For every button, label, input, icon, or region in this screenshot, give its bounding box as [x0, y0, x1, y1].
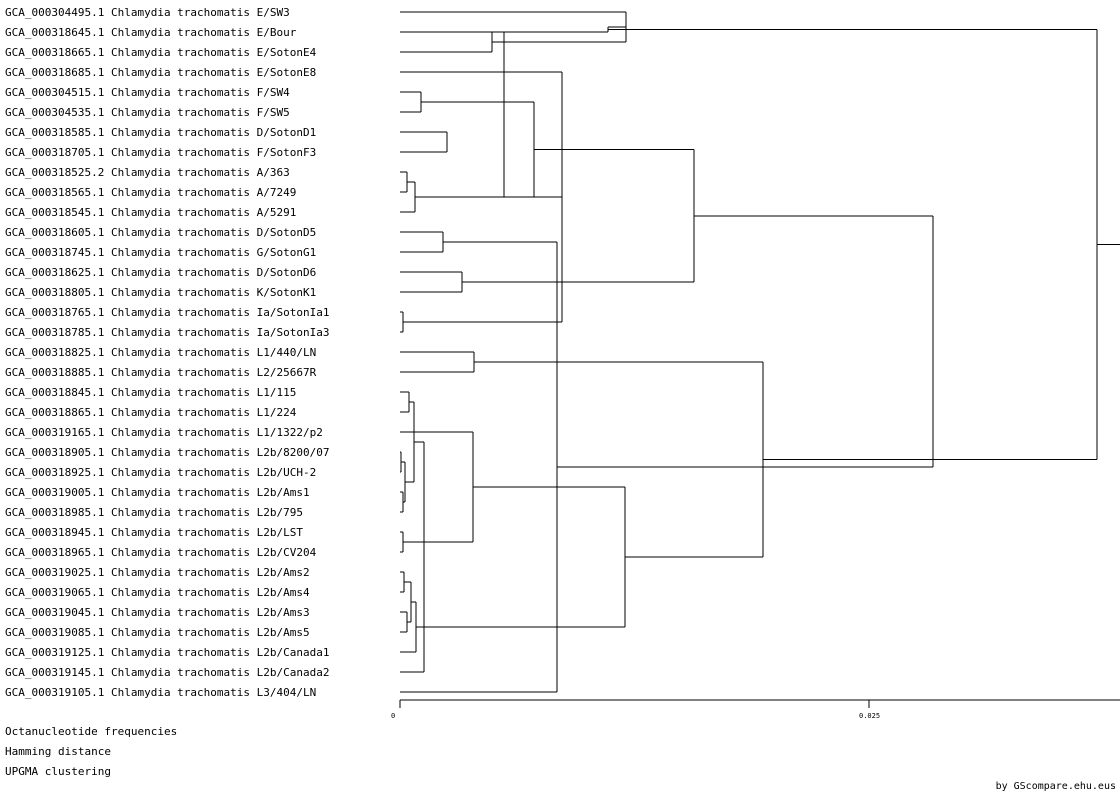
leaf-label: GCA_000318885.1 Chlamydia trachomatis L2…	[5, 366, 317, 379]
leaf-label: GCA_000318685.1 Chlamydia trachomatis E/…	[5, 66, 316, 79]
leaf-label: GCA_000318985.1 Chlamydia trachomatis L2…	[5, 506, 303, 519]
leaf-label: GCA_000304515.1 Chlamydia trachomatis F/…	[5, 86, 290, 99]
leaf-label: GCA_000318865.1 Chlamydia trachomatis L1…	[5, 406, 297, 419]
leaf-label: GCA_000318745.1 Chlamydia trachomatis G/…	[5, 246, 316, 259]
credit-text: by GScompare.ehu.eus	[995, 781, 1116, 792]
leaf-label: GCA_000318605.1 Chlamydia trachomatis D/…	[5, 226, 316, 239]
leaf-label: GCA_000318565.1 Chlamydia trachomatis A/…	[5, 186, 296, 199]
leaf-label: GCA_000318585.1 Chlamydia trachomatis D/…	[5, 126, 316, 139]
leaf-label: GCA_000318625.1 Chlamydia trachomatis D/…	[5, 266, 316, 279]
leaf-label: GCA_000304535.1 Chlamydia trachomatis F/…	[5, 106, 290, 119]
leaf-label: GCA_000319165.1 Chlamydia trachomatis L1…	[5, 426, 323, 439]
leaf-label: GCA_000319065.1 Chlamydia trachomatis L2…	[5, 586, 310, 599]
leaf-label: GCA_000318785.1 Chlamydia trachomatis Ia…	[5, 326, 330, 339]
leaf-label: GCA_000318545.1 Chlamydia trachomatis A/…	[5, 206, 296, 219]
distance-metric: Hamming distance	[5, 745, 111, 758]
axis-tick-label-0: 0	[391, 712, 395, 720]
leaf-label: GCA_000318965.1 Chlamydia trachomatis L2…	[5, 546, 317, 559]
leaf-label: GCA_000319125.1 Chlamydia trachomatis L2…	[5, 646, 330, 659]
leaf-label: GCA_000319045.1 Chlamydia trachomatis L2…	[5, 606, 310, 619]
leaf-label: GCA_000318665.1 Chlamydia trachomatis E/…	[5, 46, 317, 59]
leaf-label: GCA_000318825.1 Chlamydia trachomatis L1…	[5, 346, 316, 359]
leaf-label: GCA_000318645.1 Chlamydia trachomatis E/…	[5, 26, 297, 39]
leaf-label: GCA_000318845.1 Chlamydia trachomatis L1…	[5, 386, 296, 399]
leaf-label: GCA_000318945.1 Chlamydia trachomatis L2…	[5, 526, 303, 539]
axis-tick-label-1: 0.025	[859, 712, 880, 720]
leaf-label: GCA_000318705.1 Chlamydia trachomatis F/…	[5, 146, 316, 159]
leaf-label: GCA_000318925.1 Chlamydia trachomatis L2…	[5, 466, 316, 479]
leaf-label: GCA_000319025.1 Chlamydia trachomatis L2…	[5, 566, 310, 579]
leaf-label: GCA_000319105.1 Chlamydia trachomatis L3…	[5, 686, 316, 699]
leaf-label: GCA_000318525.2 Chlamydia trachomatis A/…	[5, 166, 290, 179]
leaf-label: GCA_000319145.1 Chlamydia trachomatis L2…	[5, 666, 330, 679]
leaf-label: GCA_000318805.1 Chlamydia trachomatis K/…	[5, 286, 316, 299]
method-descriptor: Octanucleotide frequencies	[5, 725, 178, 738]
leaf-label: GCA_000318765.1 Chlamydia trachomatis Ia…	[5, 306, 330, 319]
leaf-labels: GCA_000304495.1 Chlamydia trachomatis E/…	[5, 6, 330, 699]
leaf-label: GCA_000318905.1 Chlamydia trachomatis L2…	[5, 446, 330, 459]
distance-axis: 0 0.025	[391, 699, 1120, 720]
clustering-method: UPGMA clustering	[5, 765, 111, 778]
leaf-label: GCA_000304495.1 Chlamydia trachomatis E/…	[5, 6, 290, 19]
tree-branches	[400, 11, 1120, 693]
leaf-label: GCA_000319005.1 Chlamydia trachomatis L2…	[5, 486, 310, 499]
leaf-label: GCA_000319085.1 Chlamydia trachomatis L2…	[5, 626, 310, 639]
